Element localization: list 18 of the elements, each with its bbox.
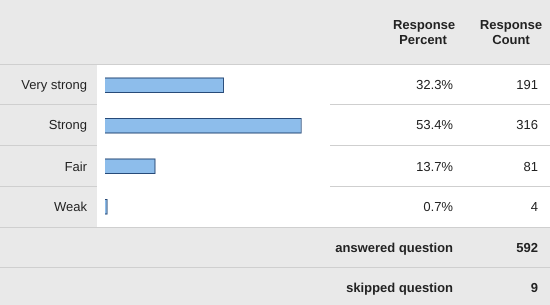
y-tick-label: Fair	[0, 145, 97, 187]
text: 4	[465, 186, 550, 227]
y-tick-label: Weak	[0, 186, 97, 227]
text: 316	[465, 104, 550, 146]
data-label: 0.7%	[330, 186, 465, 227]
text: 81	[465, 145, 550, 187]
text: answered question	[0, 227, 465, 267]
text: 191	[465, 64, 550, 104]
data-label: 13.7%	[330, 145, 465, 187]
data-label: 53.4%	[330, 104, 465, 146]
text: Response Count	[478, 16, 544, 47]
y-tick-label: Very strong	[0, 64, 97, 104]
y-tick-label: Strong	[0, 104, 97, 146]
text: skipped question	[0, 267, 465, 305]
text: Response Percent	[393, 16, 456, 47]
text: 9	[465, 267, 550, 305]
data-label: 32.3%	[330, 64, 465, 104]
text: 592	[465, 227, 550, 267]
